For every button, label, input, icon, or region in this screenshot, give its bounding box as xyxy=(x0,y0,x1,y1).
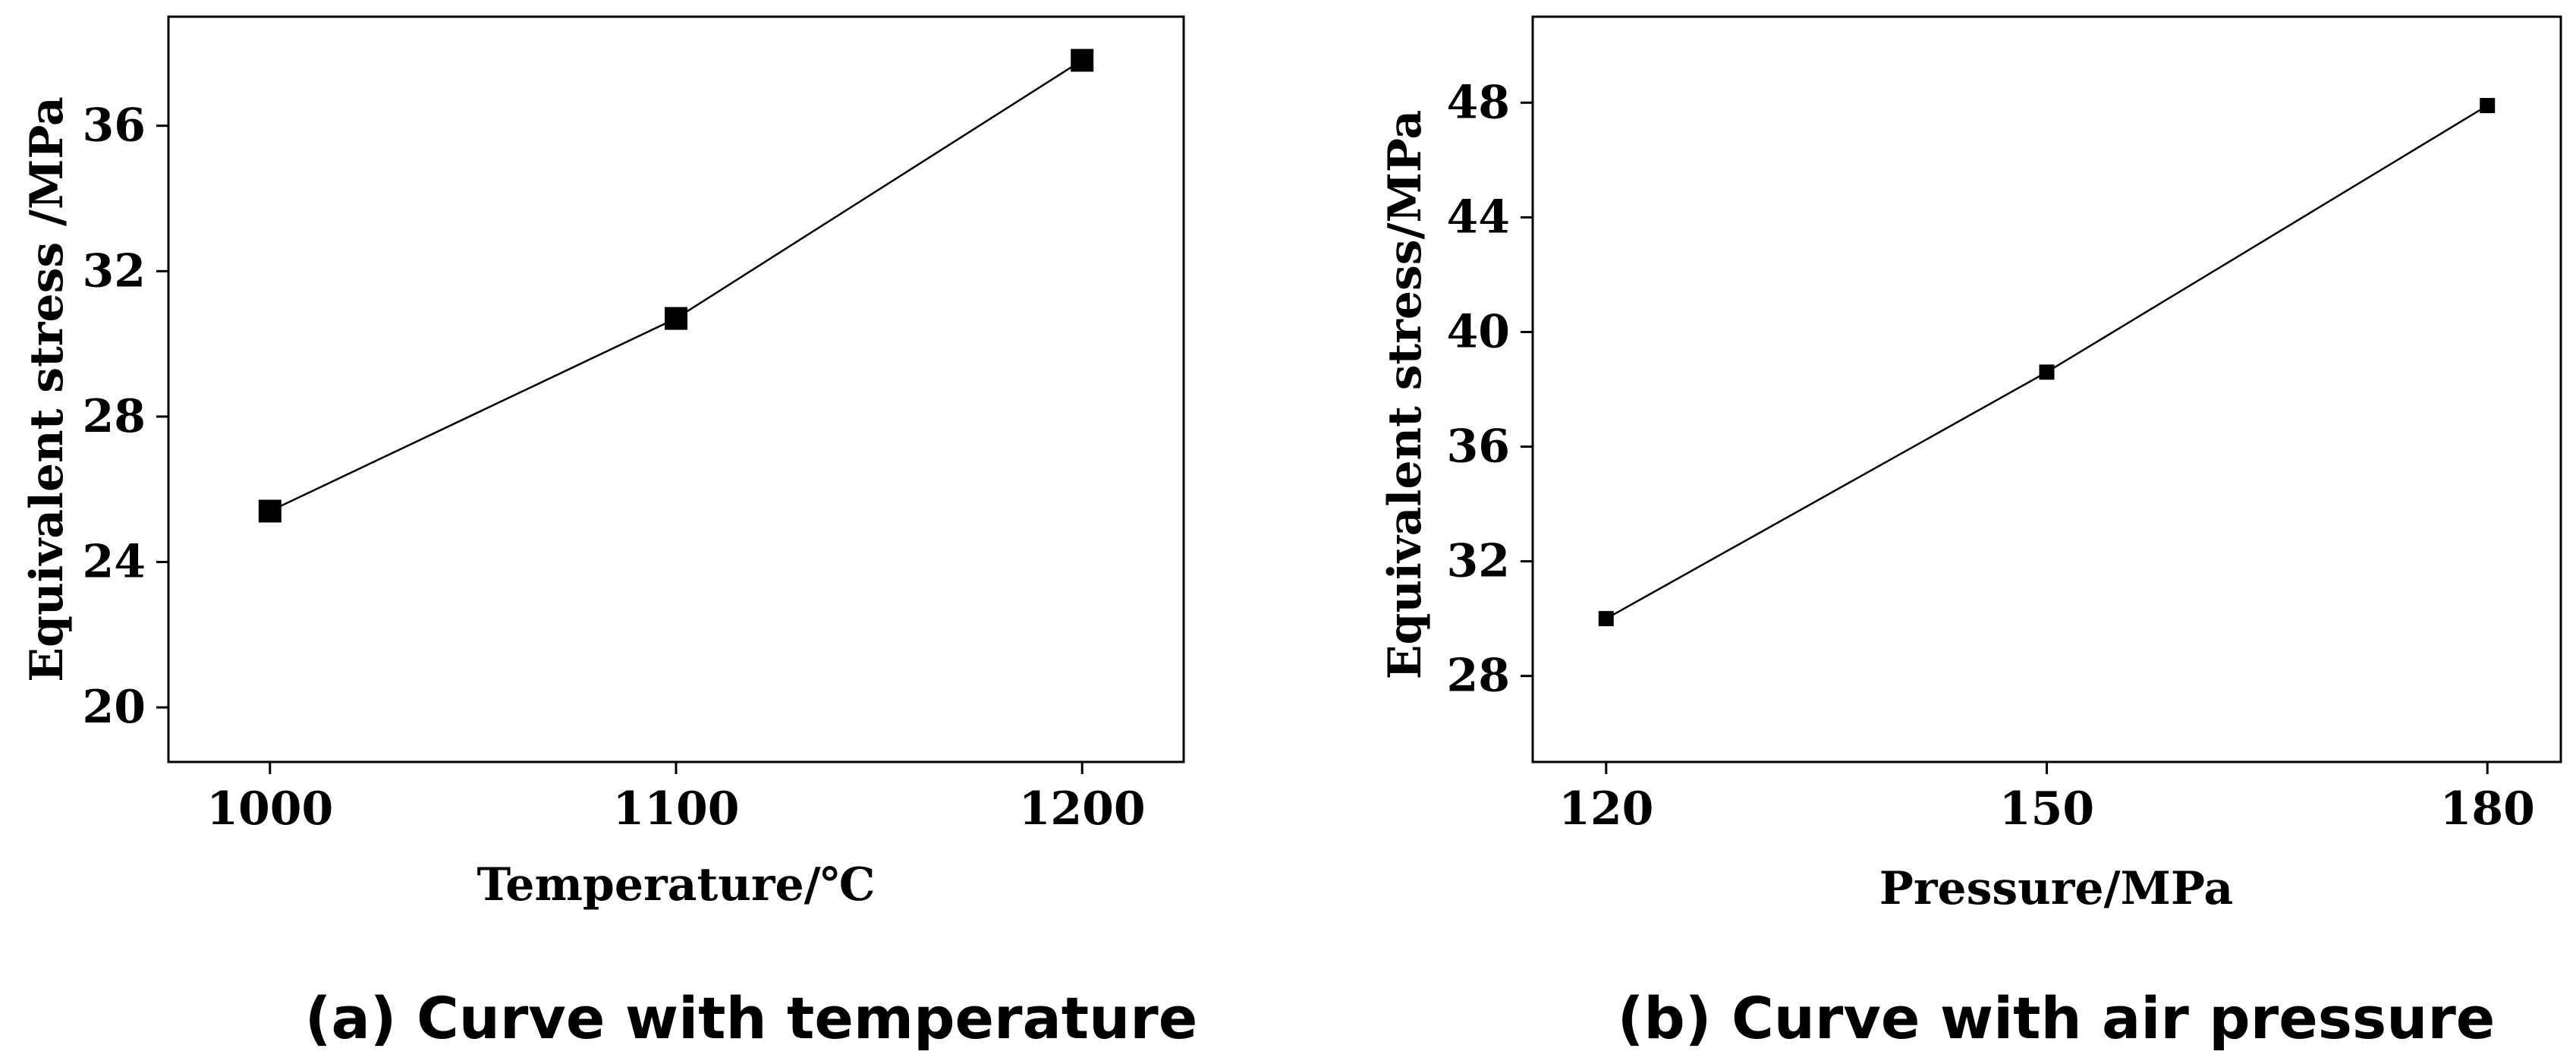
x-tick-label: 1100 xyxy=(613,782,740,836)
data-point xyxy=(1071,49,1094,72)
panel-caption: (a) Curve with temperature xyxy=(305,984,1198,1052)
panel-caption: (b) Curve with air pressure xyxy=(1618,984,2496,1052)
y-tick-label: 28 xyxy=(83,390,146,443)
y-axis-label: Equivalent stress /MPa xyxy=(20,96,74,682)
y-tick-label: 24 xyxy=(83,536,146,589)
data-point xyxy=(665,307,687,330)
x-tick-label: 1200 xyxy=(1019,782,1146,836)
chart-panel-temperature: 1000 1100 1200 20 24 28 32 36 Temperature/℃ Equ… xyxy=(20,15,1198,1052)
x-axis-label: Temperature/℃ xyxy=(477,858,876,911)
plot-frame xyxy=(167,15,1185,763)
x-tick-label: 1000 xyxy=(206,782,333,836)
y-tick-label: 36 xyxy=(83,99,146,153)
y-tick-label: 44 xyxy=(1447,190,1511,244)
axis-ticks: 1000 1100 1200 20 24 28 32 36 xyxy=(83,99,1146,836)
x-tick-label: 120 xyxy=(1558,782,1653,836)
axis-ticks: 120 150 180 28 32 36 40 44 48 xyxy=(1447,76,2535,836)
data-point xyxy=(2480,98,2496,114)
y-tick-label: 32 xyxy=(1447,535,1511,588)
y-tick-label: 48 xyxy=(1447,76,1511,129)
plot-frame xyxy=(1531,15,2562,763)
y-tick-label: 20 xyxy=(83,681,146,734)
series-line xyxy=(1606,105,2488,620)
x-tick-label: 180 xyxy=(2440,782,2535,836)
y-tick-label: 32 xyxy=(83,244,146,297)
data-point xyxy=(2039,364,2055,380)
data-point xyxy=(258,499,282,523)
y-axis-label: Equivalent stress/MPa xyxy=(1379,110,1432,680)
data-series xyxy=(1598,98,2496,627)
x-tick-label: 150 xyxy=(1999,782,2094,836)
series-line xyxy=(269,59,1083,512)
x-axis-label: Pressure/MPa xyxy=(1879,862,2234,915)
y-tick-label: 36 xyxy=(1447,420,1511,474)
y-tick-label: 40 xyxy=(1447,305,1511,358)
y-tick-label: 28 xyxy=(1447,650,1511,703)
data-series xyxy=(258,49,1094,523)
data-point xyxy=(1598,611,1614,627)
chart-panel-pressure: 120 150 180 28 32 36 40 44 48 Pressure/MPa Equiv… xyxy=(1379,15,2562,1052)
